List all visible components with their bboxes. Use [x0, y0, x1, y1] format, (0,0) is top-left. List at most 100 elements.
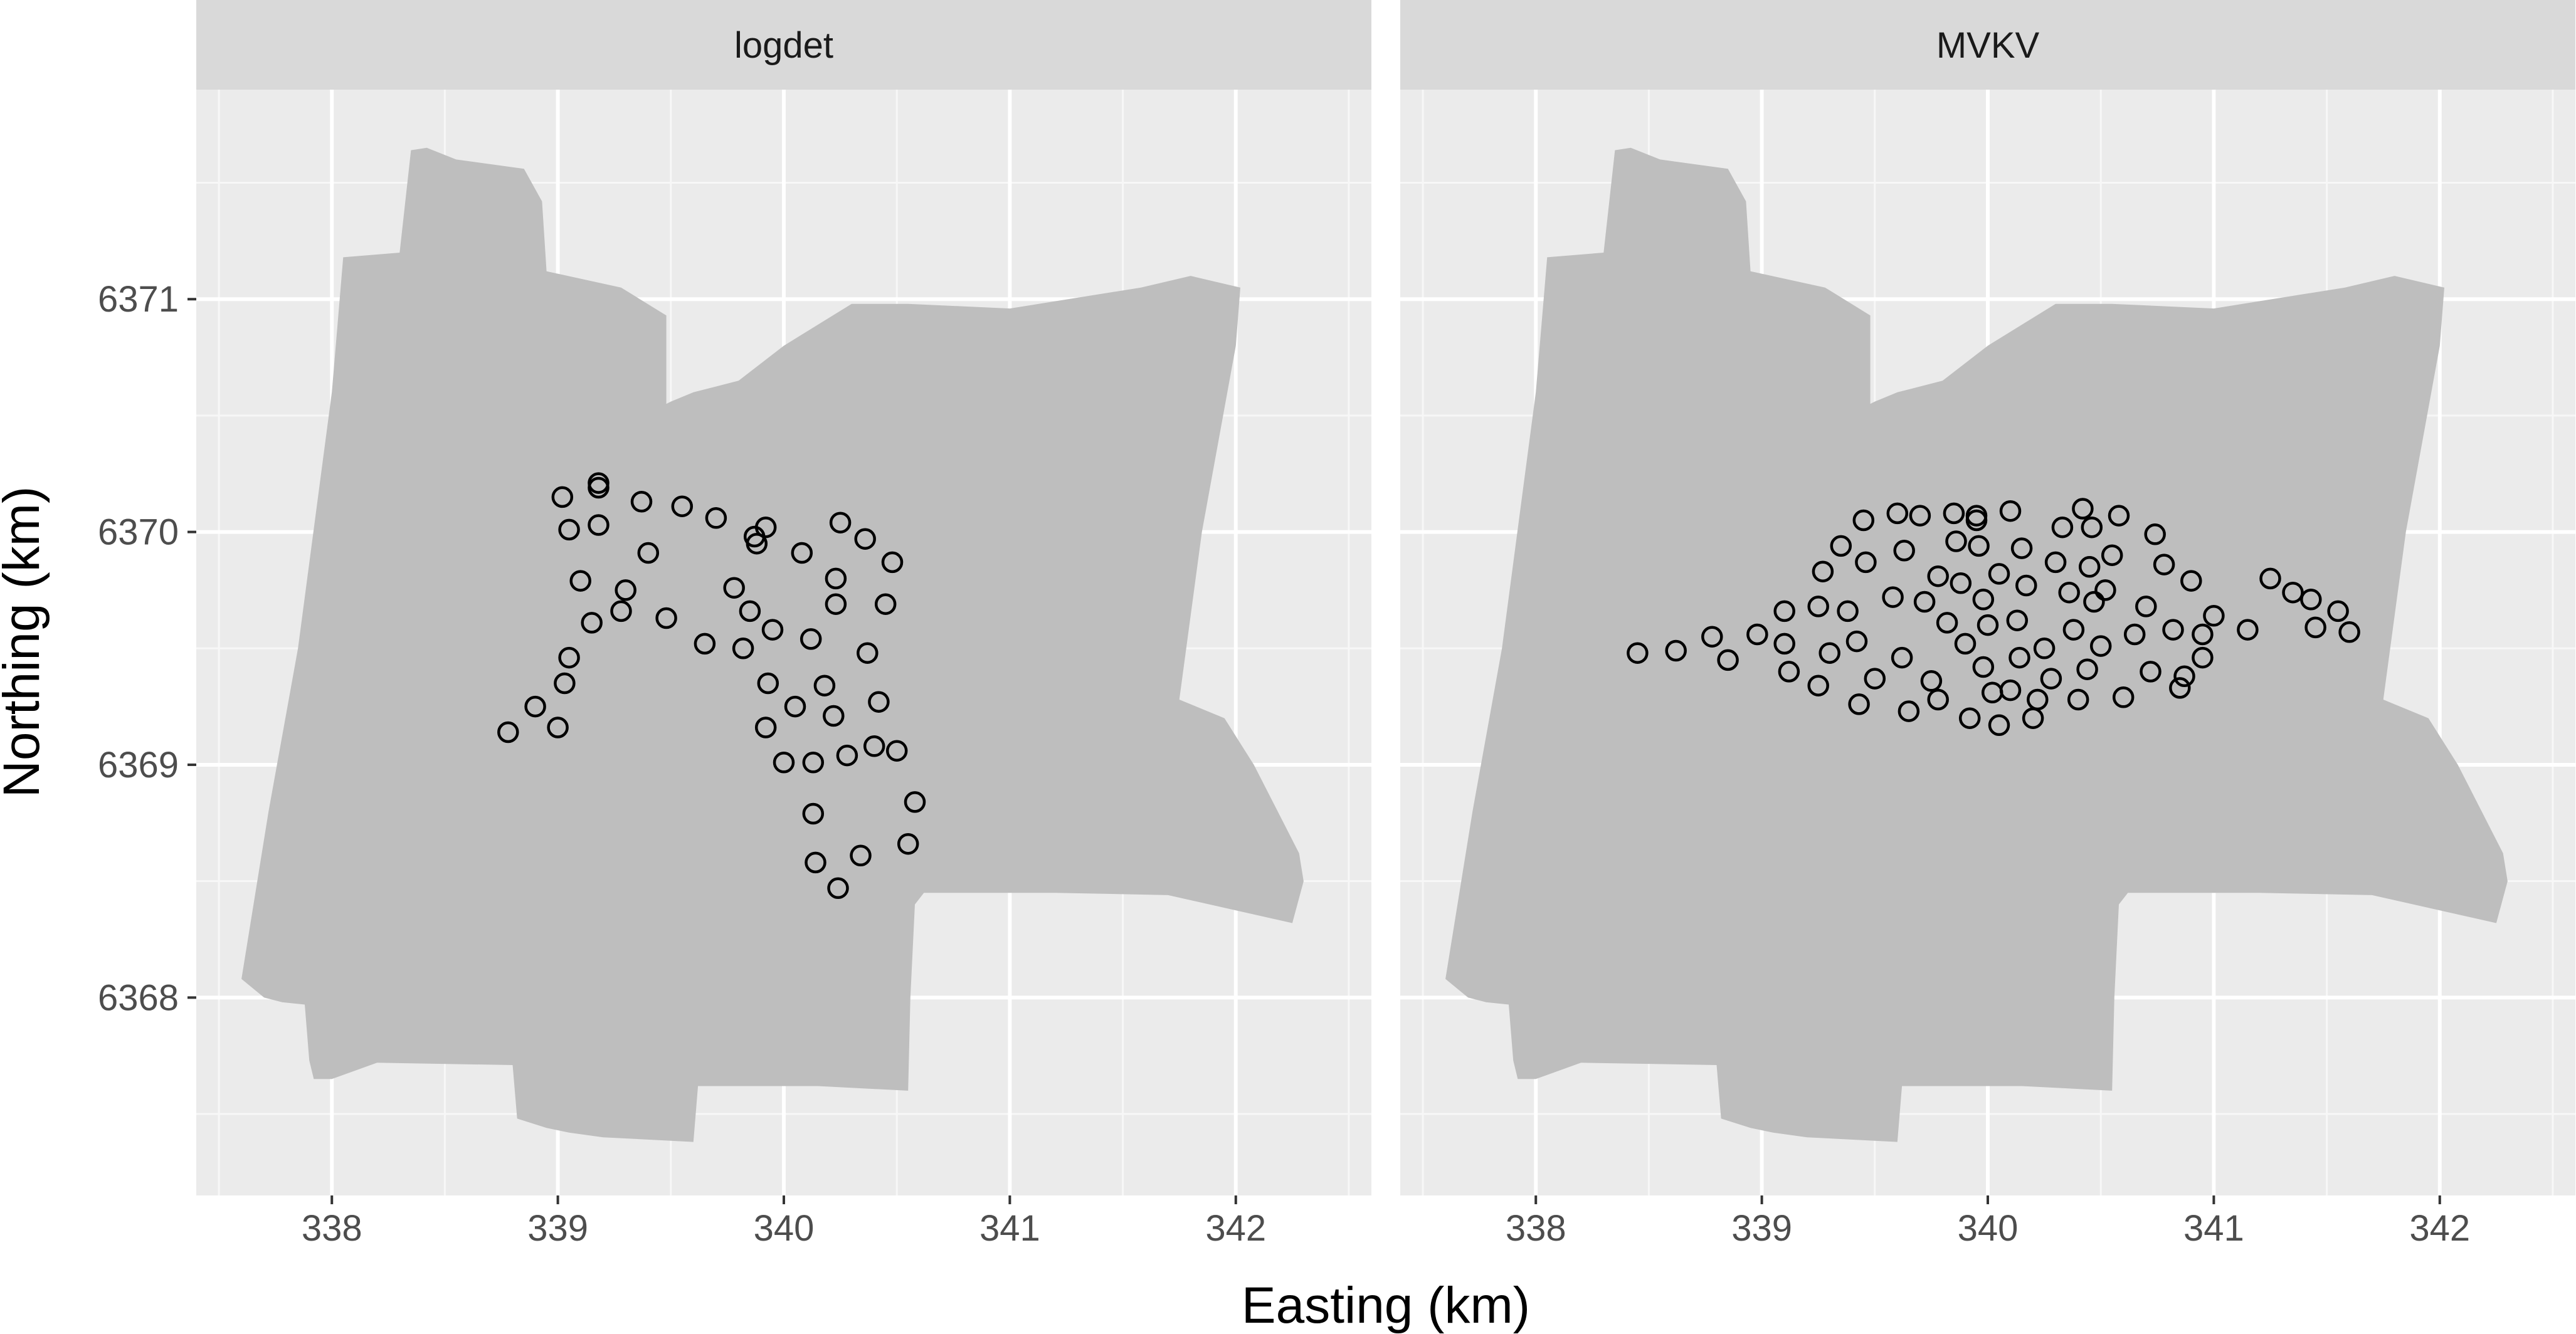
y-axis-title: Northing (km) — [0, 486, 50, 798]
sample-point — [1845, 630, 1868, 653]
sample-point — [2300, 589, 2322, 611]
sample-point — [588, 514, 610, 536]
sample-point — [2076, 658, 2098, 680]
sample-point — [1746, 623, 1768, 646]
x-tick-label: 342 — [2409, 1208, 2470, 1249]
x-tick-label: 339 — [527, 1208, 588, 1249]
sample-point — [551, 486, 574, 508]
sample-point — [2192, 646, 2214, 669]
sample-point — [615, 579, 636, 601]
sample-point — [2089, 635, 2112, 657]
sample-point — [2009, 646, 2030, 669]
sample-point — [2067, 688, 2089, 711]
x-tick-label: 340 — [754, 1208, 815, 1249]
study-area-logdet — [241, 147, 1304, 1142]
sample-point — [857, 642, 879, 664]
sample-point — [885, 740, 908, 762]
sample-point — [1965, 509, 1988, 532]
sample-point — [2094, 579, 2116, 601]
sample-point — [2123, 623, 2146, 646]
sample-point — [757, 672, 779, 695]
sample-point — [2259, 567, 2281, 590]
sample-point — [1819, 642, 1840, 664]
study-area-mvkv — [1445, 147, 2508, 1142]
sample-point — [829, 512, 852, 533]
x-axis-title: Easting (km) — [1242, 1277, 1530, 1334]
sample-point — [800, 628, 822, 650]
x-tick-label: 341 — [2183, 1208, 2244, 1249]
sample-point — [1886, 502, 1909, 525]
sample-point — [2327, 600, 2349, 622]
sample-point — [1920, 670, 1943, 692]
x-axis-left: 338 339 340 341 342 — [302, 1195, 1266, 1249]
sample-point — [655, 607, 677, 629]
sample-point — [1972, 589, 1995, 611]
points-logdet — [497, 472, 926, 900]
sample-point — [2101, 544, 2123, 566]
sample-point — [1988, 714, 2010, 737]
sample-point — [694, 633, 716, 655]
sample-point — [784, 695, 806, 718]
sample-point — [2015, 574, 2037, 597]
sample-point — [805, 851, 826, 874]
sample-point — [1999, 679, 2022, 701]
sample-point — [588, 476, 610, 499]
facet-logdet: logdet — [196, 0, 1371, 1195]
sample-point — [610, 600, 632, 622]
sample-point — [1909, 505, 1931, 527]
sample-point — [2144, 523, 2166, 545]
sample-point — [823, 705, 845, 727]
sample-point — [2169, 677, 2191, 699]
sample-point — [761, 619, 784, 641]
sample-point — [1972, 656, 1995, 678]
sample-point — [1893, 540, 1915, 562]
sample-point — [2010, 537, 2033, 559]
sample-point — [1927, 565, 1949, 587]
sample-point — [2112, 686, 2135, 708]
sample-point — [1807, 675, 1829, 696]
sample-point — [2078, 556, 2101, 578]
sample-point — [1927, 688, 1949, 711]
sample-point — [1936, 612, 1958, 634]
sample-point — [2203, 605, 2225, 627]
sample-point — [2162, 619, 2184, 641]
sample-point — [746, 532, 768, 555]
sample-point — [2180, 570, 2202, 592]
sample-point — [497, 721, 519, 743]
sample-point — [1852, 509, 1875, 532]
sample-point — [723, 577, 745, 599]
sample-point — [739, 600, 761, 622]
sample-point — [2006, 609, 2029, 631]
sample-point — [1999, 500, 2022, 522]
sample-point — [1778, 661, 1800, 683]
strip-mvkv — [1400, 0, 2575, 90]
sample-point — [850, 844, 872, 867]
sample-point — [524, 695, 546, 718]
strip-label-mvkv: MVKV — [1936, 25, 2040, 66]
sample-point — [1830, 535, 1852, 557]
sample-point — [2044, 551, 2067, 574]
sample-point — [2338, 621, 2360, 643]
sample-point — [813, 675, 836, 696]
sample-point — [2140, 661, 2162, 683]
strip-label-logdet: logdet — [734, 25, 833, 66]
sample-point — [1837, 600, 1859, 622]
sample-point — [874, 593, 897, 615]
sample-point — [1773, 600, 1795, 622]
x-tick-label: 340 — [1958, 1208, 2019, 1249]
sample-point — [1717, 649, 1739, 671]
sample-point — [1807, 596, 1829, 617]
sample-point — [1665, 639, 1687, 662]
sample-point — [2040, 668, 2062, 690]
sample-point — [1855, 551, 1877, 574]
x-tick-label: 339 — [1731, 1208, 1792, 1249]
sample-point — [754, 717, 777, 738]
sample-point — [897, 832, 919, 855]
points-mvkv — [1627, 498, 2360, 737]
sample-point — [2304, 616, 2326, 639]
sample-point — [558, 518, 580, 541]
sample-point — [1627, 642, 1649, 664]
sample-point — [868, 691, 890, 713]
sample-point — [1950, 572, 1972, 594]
strip-logdet — [196, 0, 1371, 90]
